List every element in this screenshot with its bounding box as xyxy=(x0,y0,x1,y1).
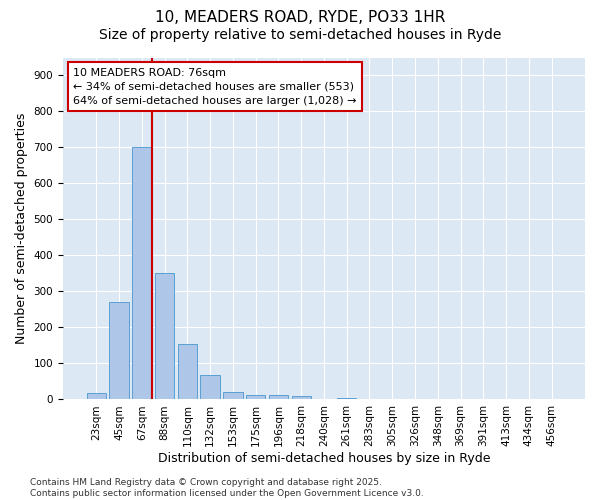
Bar xyxy=(246,395,265,400)
Bar xyxy=(155,274,174,400)
Y-axis label: Number of semi-detached properties: Number of semi-detached properties xyxy=(15,113,28,344)
Bar xyxy=(109,302,129,400)
Bar xyxy=(292,396,311,400)
Text: 10, MEADERS ROAD, RYDE, PO33 1HR: 10, MEADERS ROAD, RYDE, PO33 1HR xyxy=(155,10,445,25)
Text: 10 MEADERS ROAD: 76sqm
← 34% of semi-detached houses are smaller (553)
64% of se: 10 MEADERS ROAD: 76sqm ← 34% of semi-det… xyxy=(73,68,357,106)
Text: Size of property relative to semi-detached houses in Ryde: Size of property relative to semi-detach… xyxy=(99,28,501,42)
Bar xyxy=(178,344,197,400)
Bar xyxy=(200,375,220,400)
Bar xyxy=(86,393,106,400)
Bar xyxy=(337,398,356,400)
X-axis label: Distribution of semi-detached houses by size in Ryde: Distribution of semi-detached houses by … xyxy=(158,452,490,465)
Bar xyxy=(223,392,242,400)
Bar xyxy=(269,395,288,400)
Text: Contains HM Land Registry data © Crown copyright and database right 2025.
Contai: Contains HM Land Registry data © Crown c… xyxy=(30,478,424,498)
Bar xyxy=(132,148,152,400)
